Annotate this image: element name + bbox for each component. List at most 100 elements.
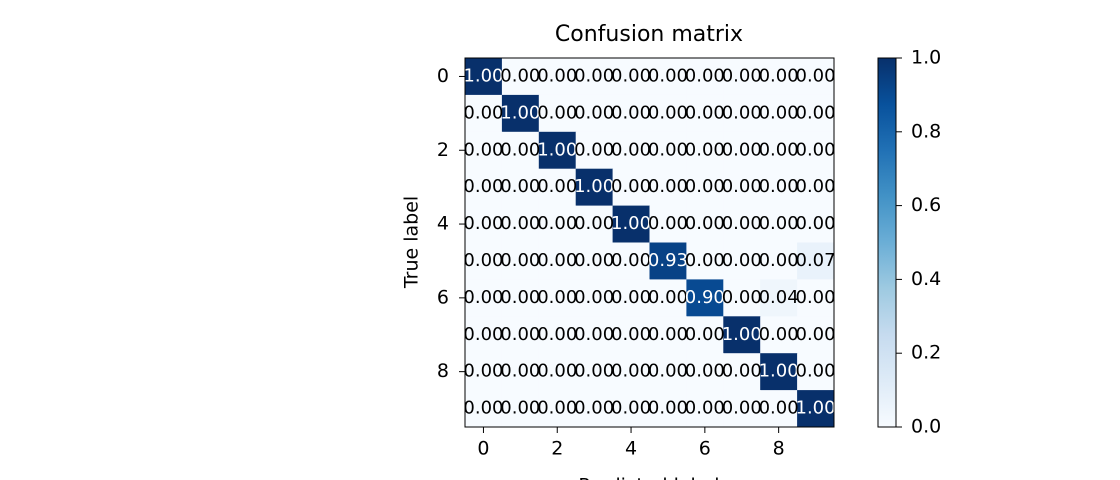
x-axis-label: Predicted label bbox=[578, 475, 719, 480]
cell bbox=[575, 242, 614, 280]
cell-label: 0.00 bbox=[537, 176, 577, 197]
cell-label: 0.00 bbox=[759, 398, 799, 419]
cell-label: 0.00 bbox=[463, 361, 503, 382]
cell-label: 0.00 bbox=[722, 65, 762, 86]
cell-label: 0.00 bbox=[722, 176, 762, 197]
cell-label: 0.00 bbox=[722, 250, 762, 271]
cell-label: 0.00 bbox=[500, 287, 540, 308]
cell-label: 0.00 bbox=[463, 139, 503, 160]
colorbar-tick-label: 0.6 bbox=[911, 194, 941, 216]
cell bbox=[797, 168, 835, 207]
cell-label: 1.00 bbox=[537, 139, 577, 160]
cell-label: 0.00 bbox=[574, 287, 614, 308]
cell bbox=[612, 390, 650, 428]
cell-label: 0.00 bbox=[463, 398, 503, 419]
cell-label: 0.00 bbox=[500, 139, 540, 160]
y-tick-label: 4 bbox=[437, 213, 449, 235]
cell bbox=[760, 58, 798, 96]
cell-label: 0.00 bbox=[463, 213, 503, 234]
cell-label: 1.00 bbox=[611, 213, 651, 234]
cell bbox=[465, 58, 503, 96]
cell bbox=[612, 353, 650, 391]
cell-label: 0.00 bbox=[796, 324, 836, 345]
y-tick-label: 2 bbox=[437, 139, 449, 161]
cell-label: 0.00 bbox=[500, 213, 540, 234]
cell bbox=[501, 279, 540, 317]
cell bbox=[501, 316, 540, 354]
cell bbox=[686, 279, 724, 317]
cell-label: 0.00 bbox=[722, 139, 762, 160]
cell-label: 0.00 bbox=[796, 213, 836, 234]
cell-label: 1.00 bbox=[722, 324, 762, 345]
cell-label: 0.00 bbox=[796, 139, 836, 160]
cell-label: 0.00 bbox=[463, 324, 503, 345]
cell bbox=[760, 205, 798, 243]
cell-label: 0.00 bbox=[611, 250, 651, 271]
cell-label: 0.00 bbox=[500, 176, 540, 197]
cell-label: 0.00 bbox=[685, 176, 725, 197]
cell-label: 0.04 bbox=[759, 287, 799, 308]
cell-label: 1.00 bbox=[500, 102, 540, 123]
cell bbox=[723, 131, 761, 170]
cell bbox=[723, 279, 761, 317]
cell bbox=[465, 205, 503, 243]
cell bbox=[575, 94, 614, 133]
cell-label: 0.00 bbox=[463, 176, 503, 197]
x-tick-label: 8 bbox=[773, 438, 785, 460]
cell bbox=[649, 168, 687, 207]
cell-label: 0.00 bbox=[796, 65, 836, 86]
cell bbox=[797, 316, 835, 354]
cell bbox=[760, 242, 798, 280]
cell-label: 0.00 bbox=[759, 102, 799, 123]
cell bbox=[501, 205, 540, 243]
cell bbox=[723, 205, 761, 243]
colorbar-tick-label: 0.0 bbox=[911, 416, 941, 438]
cell-label: 0.00 bbox=[648, 287, 688, 308]
cell-label: 0.00 bbox=[537, 65, 577, 86]
cell bbox=[649, 316, 687, 354]
cell-label: 1.00 bbox=[759, 361, 799, 382]
cell-label: 0.00 bbox=[611, 287, 651, 308]
cell-label: 0.00 bbox=[537, 102, 577, 123]
cell bbox=[760, 94, 798, 133]
cell-label: 0.00 bbox=[537, 398, 577, 419]
cell-label: 0.00 bbox=[685, 65, 725, 86]
x-tick-label: 0 bbox=[477, 438, 489, 460]
cell bbox=[612, 168, 650, 207]
x-tick-label: 4 bbox=[625, 438, 637, 460]
cell-label: 0.00 bbox=[759, 176, 799, 197]
cell-label: 0.00 bbox=[463, 102, 503, 123]
cell bbox=[686, 94, 724, 133]
cell-label: 0.00 bbox=[648, 213, 688, 234]
cell-label: 0.00 bbox=[574, 102, 614, 123]
cell-label: 0.00 bbox=[759, 65, 799, 86]
cell bbox=[649, 94, 687, 133]
cell bbox=[686, 205, 724, 243]
cell bbox=[760, 390, 798, 428]
cell bbox=[612, 205, 650, 243]
cell bbox=[612, 242, 650, 280]
cell bbox=[797, 353, 835, 391]
cell bbox=[465, 316, 503, 354]
cell bbox=[723, 316, 761, 354]
cell-label: 0.00 bbox=[648, 139, 688, 160]
cell bbox=[501, 242, 540, 280]
cell-label: 0.00 bbox=[611, 176, 651, 197]
plot-frame bbox=[464, 57, 835, 428]
cell-label: 0.00 bbox=[611, 398, 651, 419]
cell bbox=[797, 205, 835, 243]
cell-label: 0.00 bbox=[759, 213, 799, 234]
cell-label: 0.00 bbox=[463, 250, 503, 271]
cell-label: 0.00 bbox=[796, 102, 836, 123]
cell bbox=[723, 168, 761, 207]
cell bbox=[575, 131, 614, 170]
cell bbox=[797, 242, 835, 280]
cell bbox=[612, 316, 650, 354]
cell-label: 0.00 bbox=[759, 250, 799, 271]
cell-label: 0.00 bbox=[574, 398, 614, 419]
cell-label: 0.00 bbox=[685, 102, 725, 123]
cell-label: 0.00 bbox=[648, 398, 688, 419]
cell-label: 0.00 bbox=[537, 361, 577, 382]
cell-label: 0.00 bbox=[722, 398, 762, 419]
cell bbox=[575, 353, 614, 391]
